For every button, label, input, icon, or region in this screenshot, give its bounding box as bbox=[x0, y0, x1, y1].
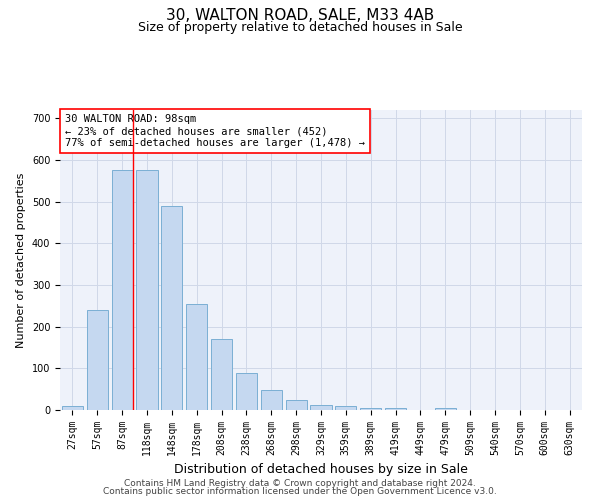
Bar bbox=[310, 405, 332, 410]
Bar bbox=[335, 406, 356, 410]
Bar bbox=[87, 310, 108, 410]
Bar bbox=[62, 406, 83, 410]
Y-axis label: Number of detached properties: Number of detached properties bbox=[16, 172, 26, 348]
Bar bbox=[136, 170, 158, 410]
Bar bbox=[211, 339, 232, 410]
Text: Size of property relative to detached houses in Sale: Size of property relative to detached ho… bbox=[137, 22, 463, 35]
X-axis label: Distribution of detached houses by size in Sale: Distribution of detached houses by size … bbox=[174, 464, 468, 476]
Bar bbox=[186, 304, 207, 410]
Bar bbox=[161, 206, 182, 410]
Text: 30 WALTON ROAD: 98sqm
← 23% of detached houses are smaller (452)
77% of semi-det: 30 WALTON ROAD: 98sqm ← 23% of detached … bbox=[65, 114, 365, 148]
Bar bbox=[385, 408, 406, 410]
Text: 30, WALTON ROAD, SALE, M33 4AB: 30, WALTON ROAD, SALE, M33 4AB bbox=[166, 8, 434, 22]
Bar bbox=[435, 408, 456, 410]
Bar bbox=[360, 408, 381, 410]
Bar bbox=[286, 400, 307, 410]
Bar bbox=[112, 170, 133, 410]
Bar bbox=[236, 372, 257, 410]
Text: Contains public sector information licensed under the Open Government Licence v3: Contains public sector information licen… bbox=[103, 487, 497, 496]
Bar bbox=[261, 390, 282, 410]
Text: Contains HM Land Registry data © Crown copyright and database right 2024.: Contains HM Land Registry data © Crown c… bbox=[124, 478, 476, 488]
